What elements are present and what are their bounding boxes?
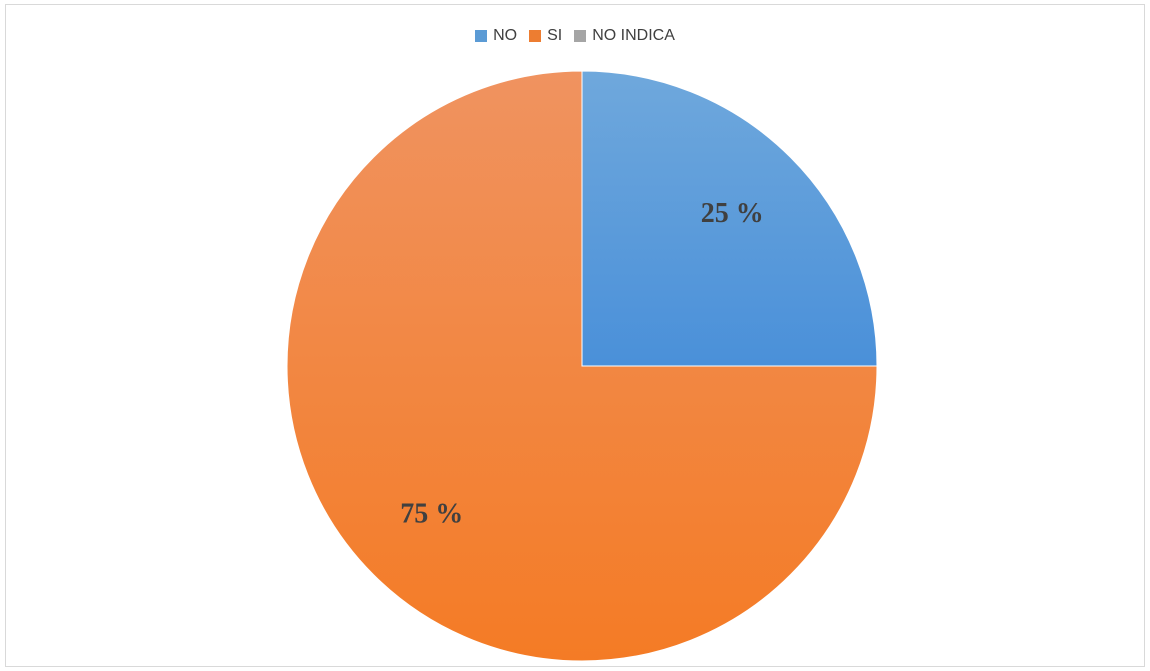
legend-swatch-no: [475, 30, 488, 42]
data-label-si: 75 %: [400, 499, 463, 530]
legend-label-no-indica: NO INDICA: [592, 27, 675, 44]
data-label-no: 25 %: [701, 198, 764, 229]
pie-slice-no: [581, 70, 878, 367]
legend-swatch-si: [529, 30, 542, 42]
legend-label-no: NO: [493, 27, 518, 44]
legend-label-si: SI: [547, 27, 563, 44]
legend-item-no: NO: [475, 27, 517, 45]
legend-item-si: SI: [529, 27, 562, 45]
legend-item-no-indica: NO INDICA: [574, 27, 675, 45]
legend-swatch-no-indica: [574, 30, 587, 42]
pie-slice-si: [286, 70, 878, 662]
legend: NO SI NO INDICA: [0, 27, 1150, 45]
